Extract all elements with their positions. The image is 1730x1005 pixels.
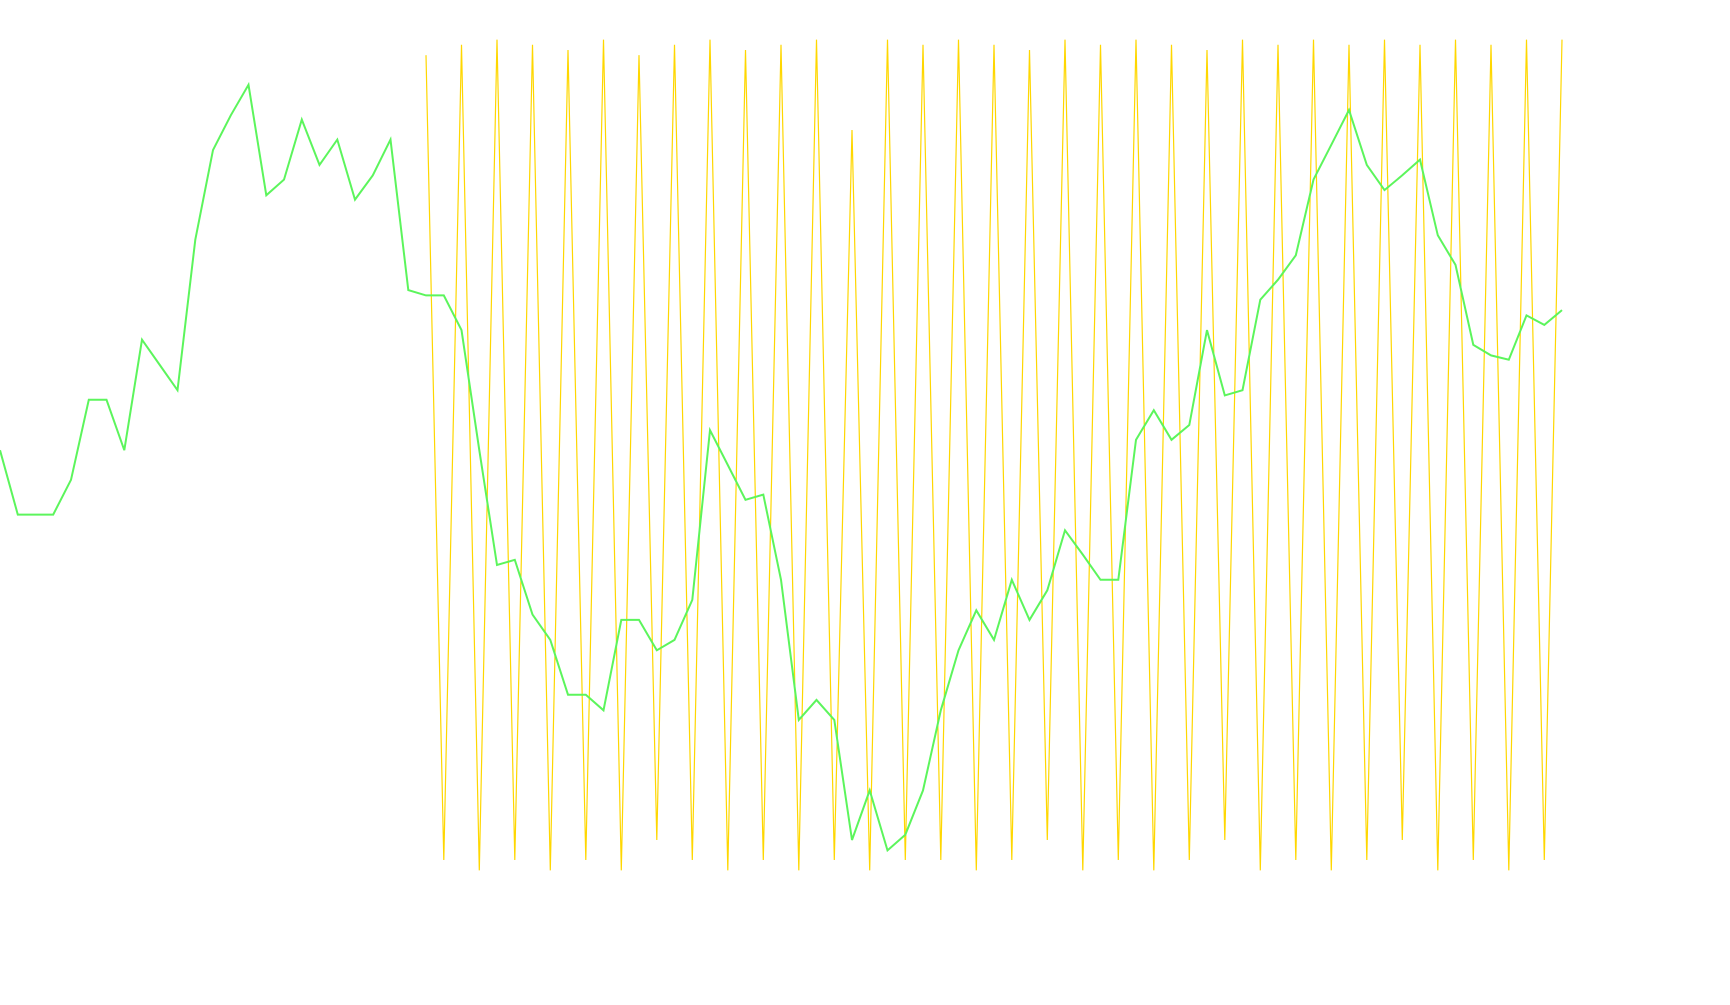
series-line	[0, 81, 1563, 853]
series-line	[425, 39, 1563, 871]
